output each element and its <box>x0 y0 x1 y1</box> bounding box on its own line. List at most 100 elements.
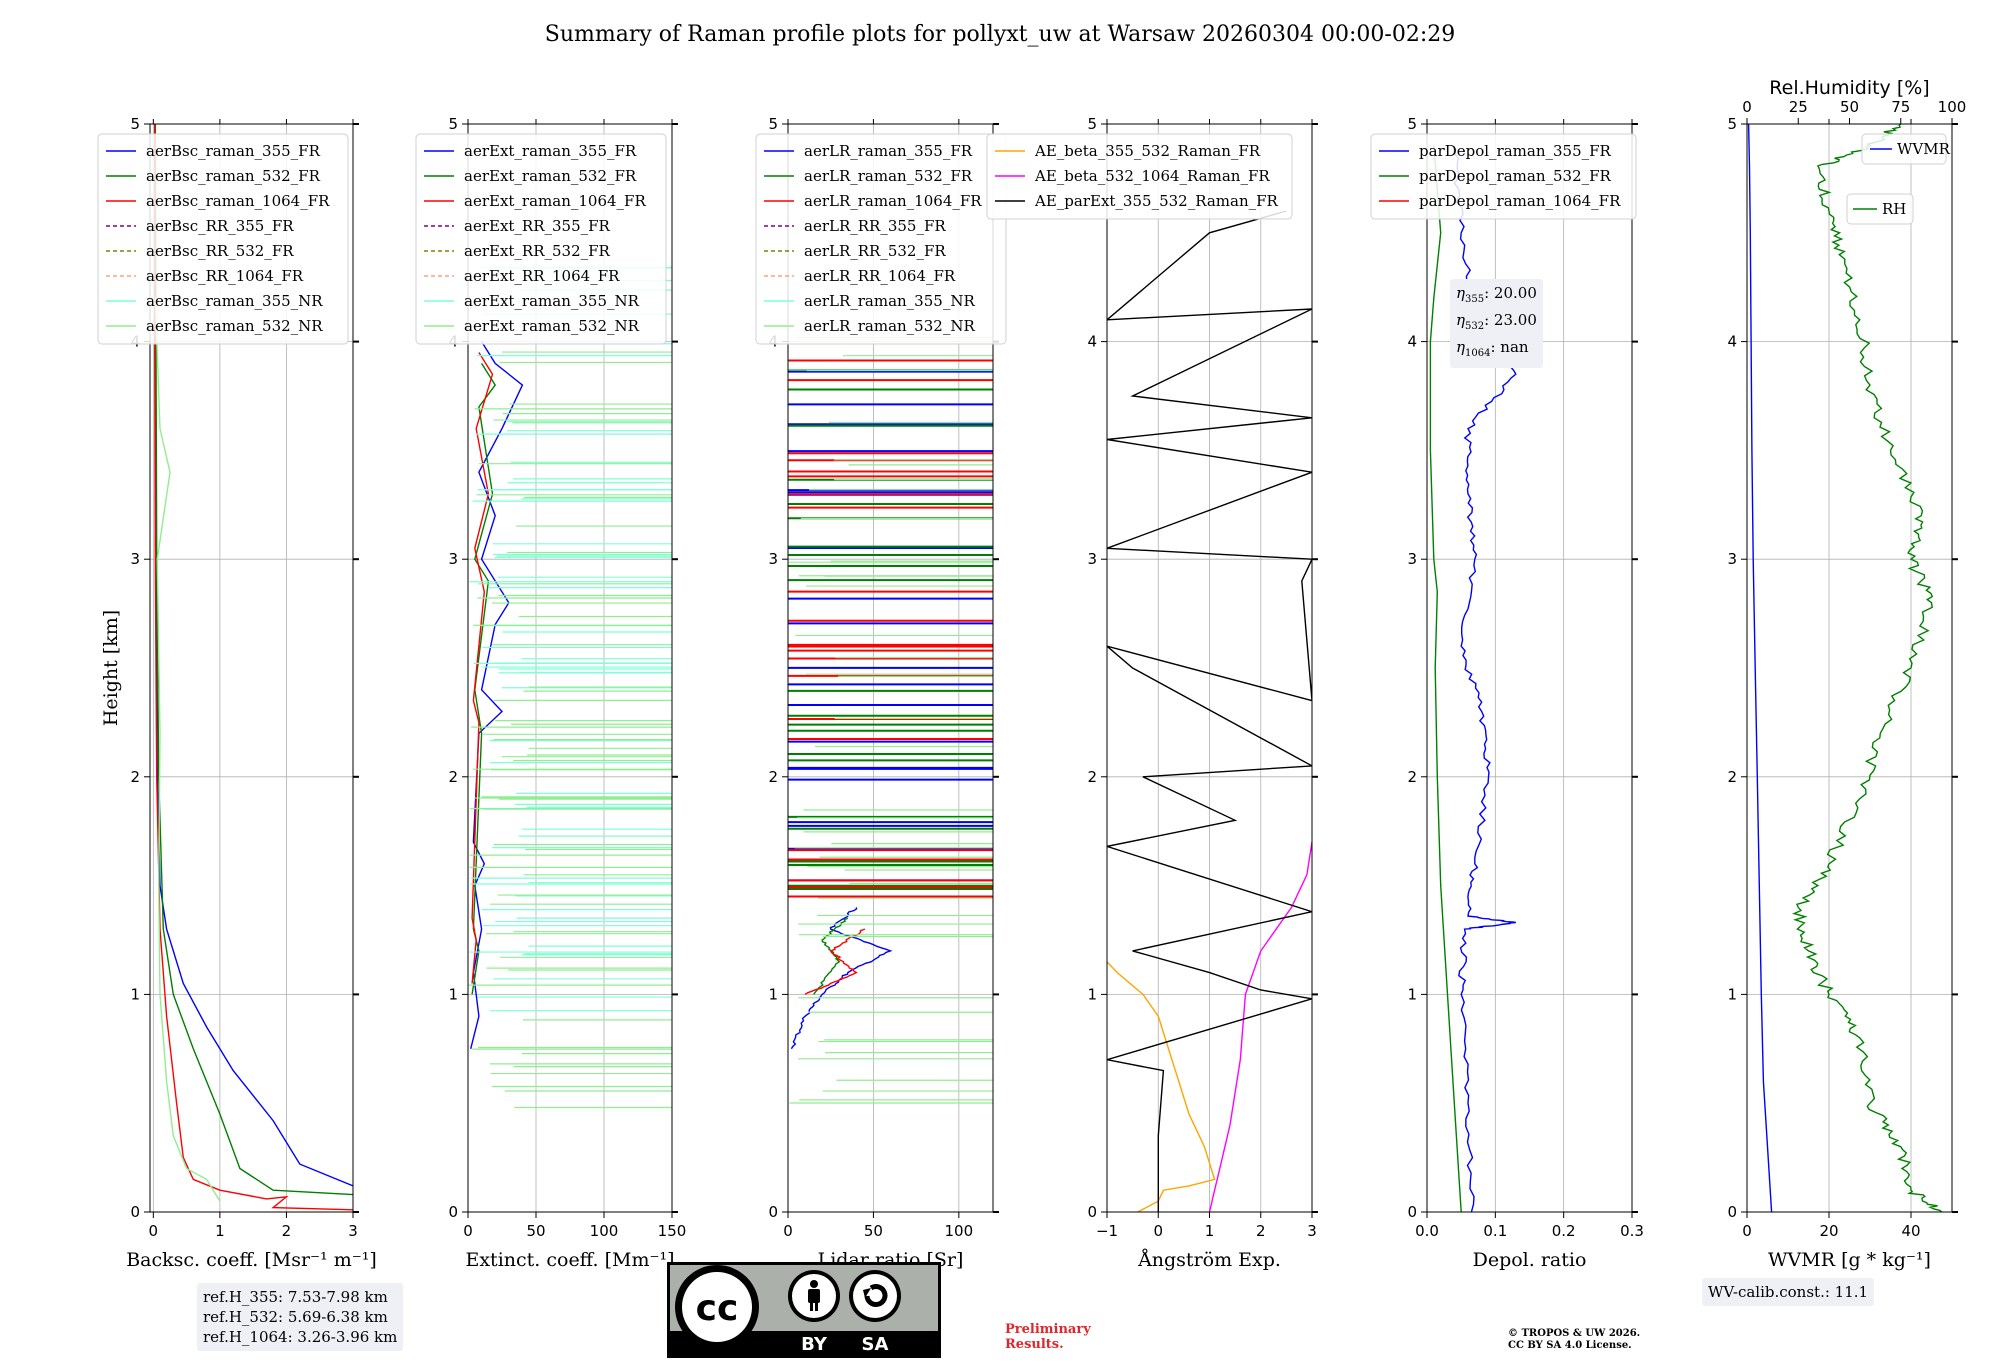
x-axis-label: Backsc. coeff. [Msr⁻¹ m⁻¹] <box>126 1249 377 1271</box>
top-axis-label: Rel.Humidity [%] <box>1769 77 1929 99</box>
legend-label: aerBsc_RR_532_FR <box>146 242 294 260</box>
panel-2: 050100150012345Extinct. coeff. [Mm⁻¹]aer… <box>415 115 687 1271</box>
x-tick-label: 0.2 <box>1552 1222 1576 1240</box>
wv-calib-box: WV-calib.const.: 11.1 <box>1702 1278 1875 1306</box>
top-x-tick-label: 100 <box>1938 98 1967 116</box>
top-x-tick-label: 0 <box>1742 98 1752 116</box>
legend-label: aerLR_raman_355_NR <box>804 292 975 310</box>
y-tick-label: 2 <box>768 768 778 786</box>
legend-label: aerExt_raman_1064_FR <box>464 192 646 210</box>
y-tick-label: 4 <box>1407 333 1417 351</box>
legend-label: aerExt_raman_532_NR <box>464 317 640 335</box>
x-tick-label: 0.0 <box>1415 1222 1439 1240</box>
legend-label: aerLR_raman_532_NR <box>804 317 975 335</box>
y-tick-label: 3 <box>1727 550 1737 568</box>
plot-area <box>1107 210 1312 1212</box>
y-tick-label: 5 <box>448 115 458 133</box>
x-tick-label: 150 <box>658 1222 687 1240</box>
plot-area <box>788 336 993 1104</box>
series-RH <box>1792 124 1943 1212</box>
y-tick-label: 1 <box>448 985 458 1003</box>
legend-label: aerExt_raman_532_FR <box>464 167 637 185</box>
copyright-line-2: CC BY SA 4.0 License. <box>1508 1340 1632 1351</box>
y-tick-label: 5 <box>1087 115 1097 133</box>
legend-label: aerLR_raman_532_FR <box>804 167 973 185</box>
x-tick-label: 100 <box>945 1222 974 1240</box>
legend: AE_beta_355_532_Raman_FR AE_beta_532_1064… <box>986 133 1293 220</box>
legend: WVMR RH <box>1846 133 1951 225</box>
y-axis-label: Height [km] <box>100 610 122 726</box>
series-aerLR_raman_1064_FR <box>804 928 866 995</box>
series-aerLR_raman_355_FR <box>790 907 893 1050</box>
legend: aerExt_raman_355_FR aerExt_raman_532_FRae… <box>415 133 667 345</box>
y-tick-label: 2 <box>1087 768 1097 786</box>
top-x-tick-label: 50 <box>1840 98 1859 116</box>
legend-label: aerLR_RR_532_FR <box>804 242 946 260</box>
plot-area <box>468 266 672 1109</box>
x-tick-label: 2 <box>282 1222 292 1240</box>
legend-box-wvmr <box>1861 133 1947 165</box>
eta-532: η532: 23.00 <box>1456 311 1537 332</box>
series-aerBsc_raman_1064_FR <box>154 124 353 1211</box>
legend: parDepol_raman_355_FR parDepol_raman_532_… <box>1370 133 1637 220</box>
legend-label: aerBsc_raman_355_NR <box>146 292 323 310</box>
legend-label: aerBsc_RR_355_FR <box>146 217 294 235</box>
x-tick-label: 100 <box>590 1222 619 1240</box>
ref-h-1064: ref.H_1064: 3.26-3.96 km <box>203 1328 398 1346</box>
y-tick-label: 1 <box>1727 985 1737 1003</box>
legend-box <box>97 133 349 345</box>
y-tick-label: 1 <box>130 985 140 1003</box>
x-tick-label: 0 <box>783 1222 793 1240</box>
plot-area <box>154 124 353 1211</box>
legend-box <box>415 133 667 345</box>
eta-355-value: 20.00 <box>1493 284 1537 302</box>
legend-label: aerLR_raman_355_FR <box>804 142 973 160</box>
eta-1064-value: nan <box>1500 338 1529 356</box>
axes-frame <box>787 123 994 1213</box>
y-tick-label: 0 <box>1407 1203 1417 1221</box>
y-tick-label: 0 <box>1727 1203 1737 1221</box>
reference-height-box: ref.H_355: 7.53-7.98 km ref.H_532: 5.69-… <box>197 1283 404 1351</box>
y-tick-label: 1 <box>1087 985 1097 1003</box>
legend-label: parDepol_raman_1064_FR <box>1419 192 1621 210</box>
legend-label: aerExt_RR_1064_FR <box>464 267 620 285</box>
x-tick-label: 50 <box>526 1222 545 1240</box>
y-tick-label: 4 <box>1727 333 1737 351</box>
preliminary-line-2: Results. <box>1005 1337 1064 1352</box>
legend-label: parDepol_raman_532_FR <box>1419 167 1612 185</box>
legend-label: aerExt_raman_355_NR <box>464 292 640 310</box>
y-tick-label: 3 <box>130 550 140 568</box>
series-aerBsc_raman_532_FR <box>154 124 353 1196</box>
legend-label: aerLR_raman_1064_FR <box>804 192 982 210</box>
plot-area <box>1747 124 1943 1212</box>
ref-h-355: ref.H_355: 7.53-7.98 km <box>203 1288 388 1306</box>
eta-355: η355: 20.00 <box>1456 284 1537 305</box>
y-tick-label: 1 <box>1407 985 1417 1003</box>
legend-label: aerBsc_raman_532_FR <box>146 167 321 185</box>
x-tick-label: 0 <box>1742 1222 1752 1240</box>
preliminary-note: Preliminary Results. <box>1005 1322 1091 1352</box>
eta-1064: η1064: nan <box>1456 338 1529 359</box>
y-tick-label: 3 <box>448 550 458 568</box>
series-aerExt_raman_1064_FR <box>471 352 494 984</box>
y-tick-label: 5 <box>1727 115 1737 133</box>
x-axis-label: WVMR [g * kg⁻¹] <box>1768 1249 1931 1271</box>
legend-label: aerBsc_raman_355_FR <box>146 142 321 160</box>
page-title: Summary of Raman profile plots for polly… <box>544 22 1456 47</box>
panel-1: 0123012345Backsc. coeff. [Msr⁻¹ m⁻¹]aerB… <box>97 115 377 1271</box>
cc-text: cc <box>696 1288 739 1329</box>
series-aerBsc_raman_532_NR <box>154 298 221 1202</box>
x-tick-label: 20 <box>1819 1222 1838 1240</box>
ref-h-532: ref.H_532: 5.69-6.38 km <box>203 1308 388 1326</box>
legend-box <box>755 133 1007 345</box>
axes-frame <box>149 123 354 1213</box>
x-tick-label: 0 <box>1153 1222 1163 1240</box>
legend: aerLR_raman_355_FR aerLR_raman_532_FR aerL… <box>755 133 1007 345</box>
x-axis-label: Ångström Exp. <box>1137 1249 1281 1271</box>
y-tick-label: 0 <box>1087 1203 1097 1221</box>
y-tick-label: 2 <box>1407 768 1417 786</box>
wv-calib-const: WV-calib.const.: 11.1 <box>1708 1283 1869 1301</box>
x-tick-label: 3 <box>348 1222 358 1240</box>
x-tick-label: 3 <box>1307 1222 1317 1240</box>
y-tick-label: 1 <box>768 985 778 1003</box>
